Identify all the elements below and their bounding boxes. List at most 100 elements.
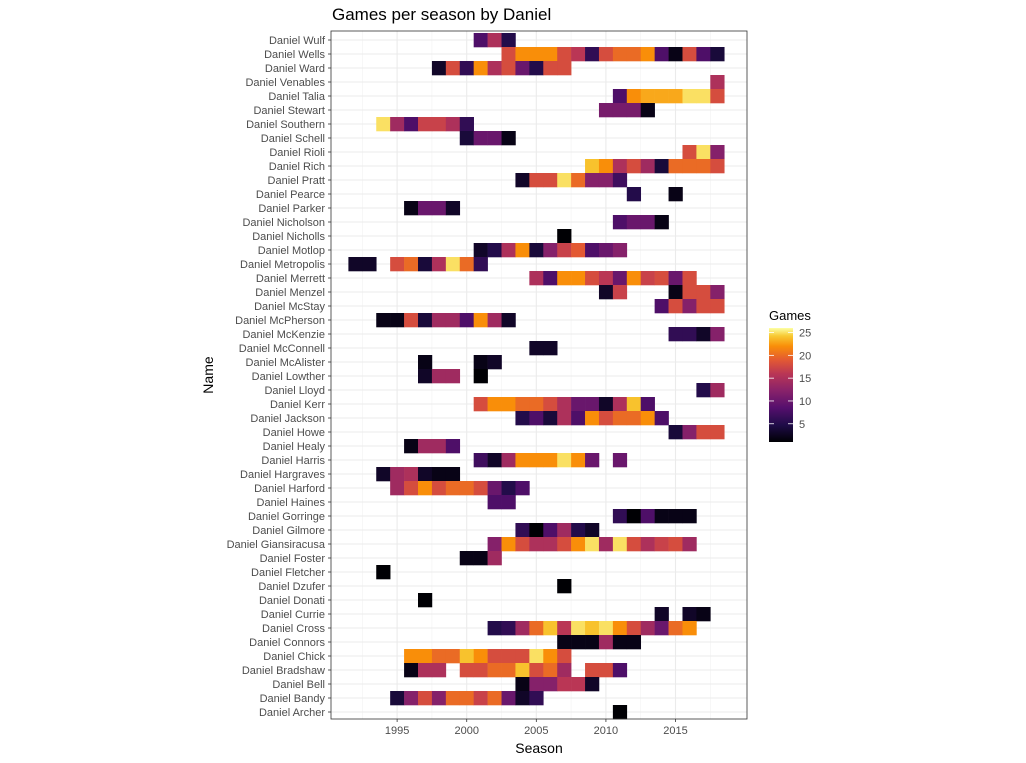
heatmap-cell <box>640 215 655 230</box>
heatmap-cell <box>515 649 530 664</box>
heatmap-cell <box>640 411 655 426</box>
y-tick-label: Daniel Haines <box>257 497 326 509</box>
heatmap-cell <box>571 47 586 62</box>
y-tick-label: Daniel Kerr <box>270 399 325 411</box>
y-tick-label: Daniel McKenzie <box>242 329 325 341</box>
y-tick-label: Daniel Lowther <box>252 371 326 383</box>
grid-lines <box>331 31 747 719</box>
heatmap-cell <box>487 691 502 706</box>
heatmap-cell <box>529 341 544 356</box>
heatmap-cell <box>557 243 572 258</box>
heatmap-cell <box>640 621 655 636</box>
x-tick-label: 2000 <box>454 725 478 737</box>
heatmap-cell <box>418 481 433 496</box>
heatmap-cell <box>376 467 391 482</box>
y-tick-label: Daniel Rich <box>269 161 325 173</box>
heatmap-cell <box>557 579 572 594</box>
y-tick-label: Daniel Stewart <box>253 105 325 117</box>
heatmap-cell <box>529 397 544 412</box>
y-tick-label: Daniel Metropolis <box>240 259 325 271</box>
heatmap-cell <box>543 173 558 188</box>
y-tick-label: Daniel Lloyd <box>264 385 325 397</box>
heatmap-cell <box>543 271 558 286</box>
heatmap-cell <box>612 173 628 188</box>
heatmap-cell <box>585 397 600 412</box>
heatmap-cell <box>459 61 474 76</box>
heatmap-cell <box>515 481 530 496</box>
heatmap-cell <box>487 33 502 48</box>
heatmap-cell <box>585 537 600 552</box>
heatmap-cell <box>682 47 697 62</box>
heatmap-cell <box>543 621 558 636</box>
y-tick-label: Daniel Menzel <box>255 287 325 299</box>
heatmap-cell <box>501 453 516 468</box>
heatmap-cell <box>418 467 433 482</box>
y-tick-label: Daniel Wulf <box>269 35 326 47</box>
heatmap-cell <box>696 299 711 314</box>
heatmap-cell <box>459 117 474 132</box>
heatmap-cell <box>585 47 600 62</box>
x-tick-label: 2010 <box>594 725 618 737</box>
heatmap-cell <box>585 411 600 426</box>
heatmap-cell <box>668 621 683 636</box>
heatmap-cell <box>640 103 655 118</box>
heatmap-cell <box>348 257 363 272</box>
legend: Games 5 10 15 20 25 <box>769 308 811 442</box>
heatmap-cell <box>682 327 697 342</box>
heatmap-cell <box>682 509 697 524</box>
heatmap-cell <box>557 635 572 650</box>
heatmap-cell <box>598 621 614 636</box>
heatmap-cell <box>668 271 683 286</box>
heatmap-cell <box>515 621 530 636</box>
y-tick-label: Daniel Pratt <box>268 175 325 187</box>
heatmap-cell <box>529 47 544 62</box>
heatmap-cell <box>473 551 488 566</box>
y-tick-label: Daniel Currie <box>261 609 325 621</box>
heatmap-cell <box>473 243 488 258</box>
heatmap-cell <box>473 313 488 328</box>
y-tick-label: Daniel Fletcher <box>251 567 325 579</box>
heatmap-cell <box>431 257 447 272</box>
heatmap-cell <box>487 131 502 146</box>
heatmap-cell <box>598 397 614 412</box>
heatmap-cell <box>585 677 600 692</box>
heatmap-cell <box>612 47 628 62</box>
heatmap-cell <box>529 271 544 286</box>
heatmap-cell <box>459 663 474 678</box>
heatmap-cell <box>626 411 642 426</box>
heatmap-cell <box>515 453 530 468</box>
heatmap-cell <box>543 397 558 412</box>
heatmap-cell <box>473 369 488 384</box>
heatmap-cell <box>515 61 530 76</box>
heatmap-cell <box>404 691 419 706</box>
heatmap-cell <box>473 33 488 48</box>
y-tick-label: Daniel Gorringe <box>248 511 325 523</box>
heatmap-cell <box>557 229 572 244</box>
y-tick-label: Daniel McPherson <box>235 315 325 327</box>
heatmap-cell <box>696 89 711 104</box>
heatmap-cell <box>543 537 558 552</box>
heatmap-cell <box>459 481 474 496</box>
heatmap-cell <box>445 257 461 272</box>
heatmap-cell <box>598 173 614 188</box>
x-tick-label: 2015 <box>663 725 687 737</box>
y-axis-title: Name <box>200 356 216 394</box>
heatmap-cell <box>418 649 433 664</box>
heatmap-cell <box>612 635 628 650</box>
heatmap-cell <box>696 327 711 342</box>
heatmap-cell <box>571 677 586 692</box>
heatmap-cell <box>501 61 516 76</box>
y-tick-label: Daniel Schell <box>261 133 325 145</box>
heatmap-cell <box>710 299 725 314</box>
heatmap-cell <box>390 691 405 706</box>
heatmap-cell <box>654 159 669 174</box>
heatmap-cell <box>612 159 628 174</box>
heatmap-cell <box>640 397 655 412</box>
heatmap-cell <box>543 341 558 356</box>
heatmap-cell <box>612 89 628 104</box>
heatmap-cell <box>598 537 614 552</box>
heatmap-cell <box>668 537 683 552</box>
y-tick-label: Daniel Foster <box>260 553 326 565</box>
heatmap-cell <box>418 439 433 454</box>
heatmap-cells <box>348 33 725 720</box>
